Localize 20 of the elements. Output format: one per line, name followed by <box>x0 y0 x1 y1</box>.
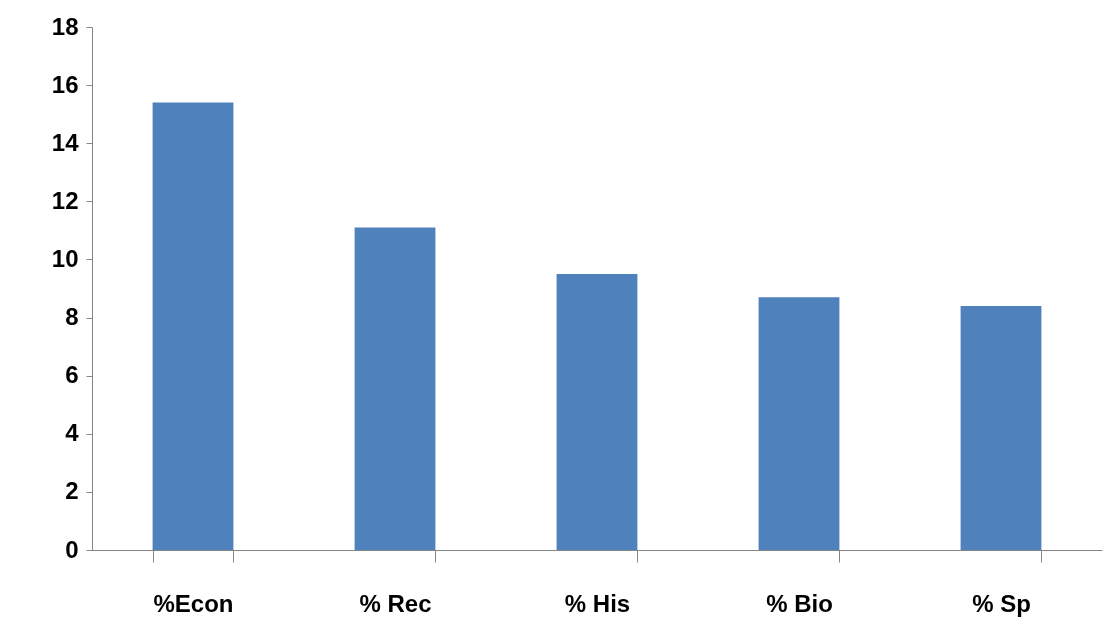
y-tick-label: 16 <box>51 70 79 98</box>
y-tick-label: 6 <box>65 361 79 389</box>
x-tick-label: % Sp <box>972 589 1031 617</box>
x-tick-label: % Rec <box>359 589 432 617</box>
bar <box>556 273 638 550</box>
x-tick-label: % His <box>564 589 631 617</box>
bar <box>354 227 436 550</box>
bar <box>152 102 234 550</box>
bar <box>758 297 840 550</box>
y-tick-label: 2 <box>65 477 79 505</box>
y-tick-label: 0 <box>65 535 79 563</box>
y-tick-label: 12 <box>51 186 79 214</box>
y-tick-label: 10 <box>51 244 79 272</box>
bar <box>960 305 1042 550</box>
x-tick-label: % Bio <box>766 589 833 617</box>
y-tick-label: 14 <box>51 128 80 156</box>
y-tick-label: 8 <box>65 303 79 331</box>
x-tick-label: %Econ <box>153 589 234 617</box>
y-tick-label: 4 <box>65 419 80 447</box>
y-tick-label: 18 <box>51 12 79 40</box>
